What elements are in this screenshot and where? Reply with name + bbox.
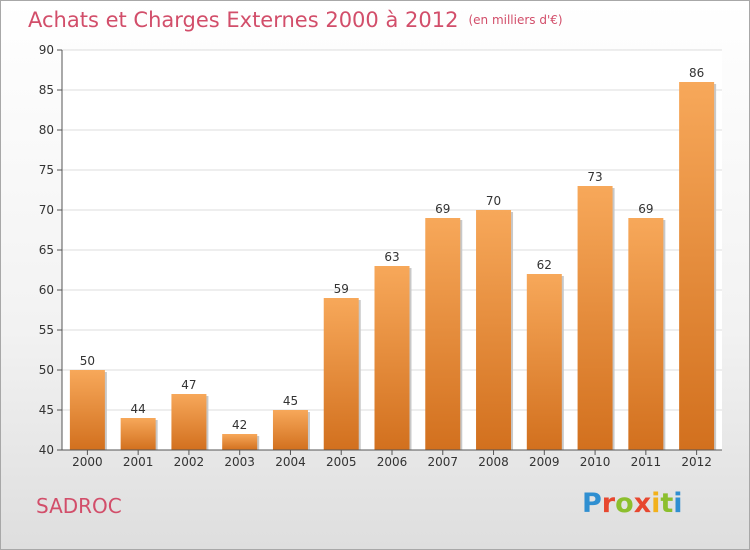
y-tick-label: 80	[39, 123, 54, 137]
bar	[222, 434, 258, 450]
bar	[628, 218, 664, 450]
commune-name: SADROC	[36, 494, 122, 518]
x-tick-label: 2012	[681, 455, 712, 469]
x-tick-label: 2006	[377, 455, 408, 469]
x-tick-label: 2005	[326, 455, 357, 469]
y-tick-label: 75	[39, 163, 54, 177]
bar	[374, 266, 410, 450]
data-label: 50	[80, 354, 95, 368]
x-tick-label: 2000	[72, 455, 103, 469]
bar	[526, 274, 562, 450]
x-tick-label: 2010	[580, 455, 611, 469]
y-tick-label: 60	[39, 283, 54, 297]
data-label: 47	[181, 378, 196, 392]
bar	[679, 82, 715, 450]
proxiti-logo: Proxiti	[582, 488, 683, 519]
chart-title-text: Achats et Charges Externes 2000 à 2012	[28, 8, 459, 32]
x-tick-label: 2008	[478, 455, 509, 469]
bar	[272, 410, 308, 450]
y-tick-label: 65	[39, 243, 54, 257]
y-tick-label: 45	[39, 403, 54, 417]
y-tick-label: 85	[39, 83, 54, 97]
chart-unit: (en milliers d'€)	[468, 13, 563, 27]
data-label: 69	[638, 202, 653, 216]
x-tick-label: 2011	[631, 455, 662, 469]
y-tick-label: 50	[39, 363, 54, 377]
x-tick-label: 2004	[275, 455, 306, 469]
data-label: 59	[334, 282, 349, 296]
bar	[69, 370, 105, 450]
bar	[476, 210, 512, 450]
y-tick-label: 40	[39, 443, 54, 457]
y-tick-label: 90	[39, 43, 54, 57]
x-tick-label: 2007	[427, 455, 458, 469]
data-label: 69	[435, 202, 450, 216]
data-label: 63	[384, 250, 399, 264]
bar	[425, 218, 461, 450]
data-label: 45	[283, 394, 298, 408]
bar	[577, 186, 613, 450]
data-label: 86	[689, 66, 704, 80]
chart-title: Achats et Charges Externes 2000 à 2012 (e…	[28, 8, 563, 32]
y-tick-label: 70	[39, 203, 54, 217]
x-tick-label: 2001	[123, 455, 154, 469]
y-tick-label: 55	[39, 323, 54, 337]
bar	[120, 418, 156, 450]
x-tick-label: 2002	[174, 455, 205, 469]
data-label: 42	[232, 418, 247, 432]
data-label: 62	[537, 258, 552, 272]
bar	[323, 298, 359, 450]
bar	[171, 394, 207, 450]
x-tick-label: 2009	[529, 455, 560, 469]
data-label: 70	[486, 194, 501, 208]
data-label: 44	[131, 402, 146, 416]
data-label: 73	[587, 170, 602, 184]
x-tick-label: 2003	[224, 455, 255, 469]
